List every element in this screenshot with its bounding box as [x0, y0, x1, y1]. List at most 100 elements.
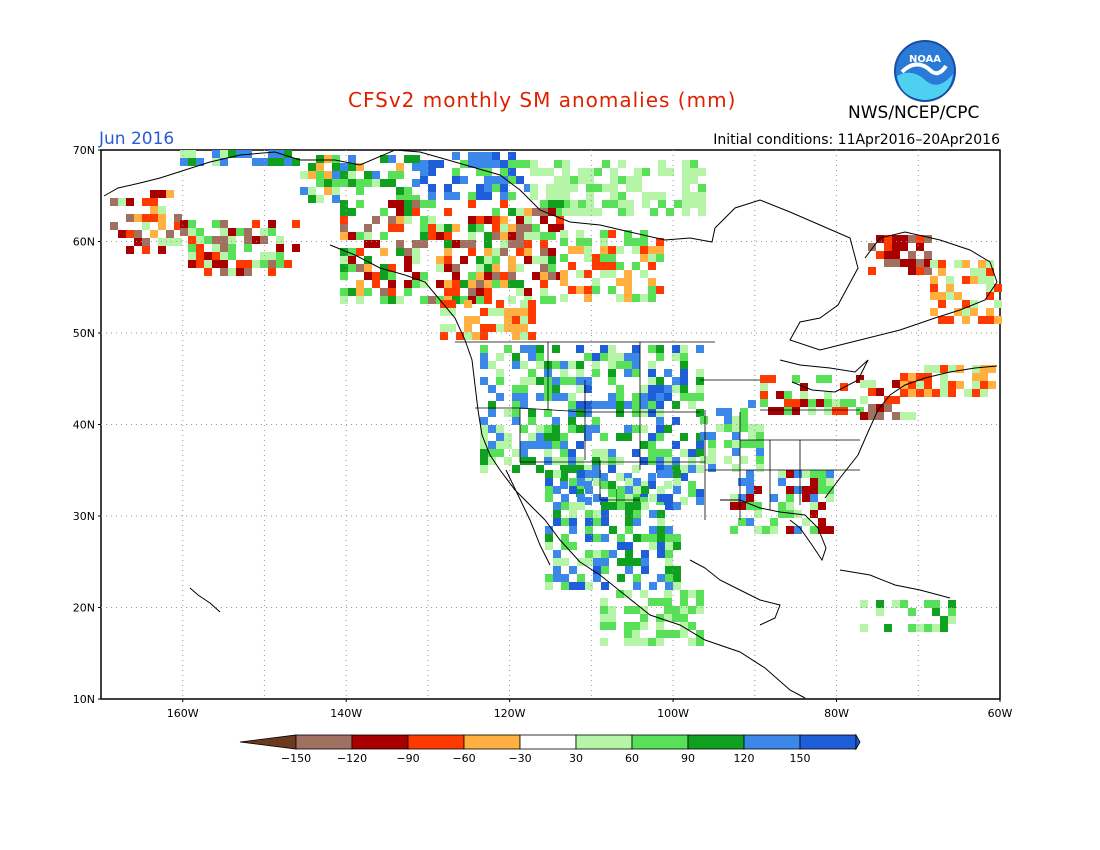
anomaly-cell	[648, 481, 656, 489]
anomaly-cell	[738, 518, 746, 526]
anomaly-cell	[776, 391, 784, 399]
anomaly-cell	[648, 246, 656, 254]
anomaly-cell	[884, 243, 892, 251]
anomaly-cell	[508, 256, 516, 264]
anomaly-cell	[380, 208, 388, 216]
anomaly-cell	[492, 264, 500, 272]
anomaly-cell	[546, 192, 554, 200]
anomaly-cell	[696, 606, 704, 614]
anomaly-cell	[356, 288, 364, 296]
anomaly-cell	[500, 176, 508, 184]
anomaly-cell	[444, 280, 452, 288]
anomaly-cell	[420, 216, 428, 224]
anomaly-cell	[696, 377, 704, 385]
anomaly-cell	[601, 534, 609, 542]
anomaly-cell	[468, 288, 476, 296]
lon-tick-label: 120W	[494, 707, 526, 720]
anomaly-cell	[625, 502, 633, 510]
anomaly-cell	[340, 216, 348, 224]
anomaly-cell	[268, 252, 276, 260]
anomaly-cell	[640, 614, 648, 622]
anomaly-cell	[601, 582, 609, 590]
anomaly-cell	[476, 216, 484, 224]
anomaly-cell	[420, 160, 428, 168]
anomaly-cell	[516, 264, 524, 272]
anomaly-cell	[340, 264, 348, 272]
legend-arrow-right	[855, 733, 861, 751]
anomaly-cell	[634, 176, 642, 184]
anomaly-cell	[608, 449, 616, 457]
anomaly-cell	[608, 345, 616, 353]
anomaly-cell	[340, 232, 348, 240]
anomaly-cell	[656, 638, 664, 646]
anomaly-cell	[664, 425, 672, 433]
anomaly-cell	[284, 158, 292, 166]
anomaly-cell	[585, 510, 593, 518]
anomaly-cell	[584, 401, 592, 409]
anomaly-cell	[484, 192, 492, 200]
anomaly-cell	[601, 502, 609, 510]
anomaly-cell	[476, 288, 484, 296]
anomaly-cell	[738, 478, 746, 486]
anomaly-cell	[166, 190, 174, 198]
anomaly-cell	[617, 558, 625, 566]
anomaly-cell	[118, 198, 126, 206]
anomaly-cell	[520, 457, 528, 465]
anomaly-cell	[545, 494, 553, 502]
anomaly-cell	[732, 424, 740, 432]
anomaly-cell	[212, 158, 220, 166]
anomaly-cell	[484, 160, 492, 168]
anomaly-cell	[698, 200, 706, 208]
anomaly-cell	[832, 407, 840, 415]
anomaly-cell	[632, 361, 640, 369]
anomaly-cell	[220, 158, 228, 166]
anomaly-cell	[593, 534, 601, 542]
anomaly-cell	[641, 534, 649, 542]
anomaly-cell	[480, 465, 488, 473]
anomaly-cell	[228, 150, 236, 158]
anomaly-cell	[300, 187, 308, 195]
anomaly-cell	[986, 276, 994, 284]
anomaly-cell	[536, 441, 544, 449]
anomaly-cell	[260, 158, 268, 166]
anomaly-cell	[520, 332, 528, 340]
lon-tick-label: 140W	[330, 707, 362, 720]
anomaly-cell	[724, 440, 732, 448]
anomaly-cell	[608, 230, 616, 238]
anomaly-cell	[484, 232, 492, 240]
anomaly-cell	[536, 361, 544, 369]
anomaly-cell	[554, 208, 562, 216]
anomaly-cell	[657, 574, 665, 582]
anomaly-cell	[553, 510, 561, 518]
anomaly-cell	[892, 380, 900, 388]
anomaly-cell	[520, 393, 528, 401]
anomaly-cell	[545, 574, 553, 582]
anomaly-cell	[624, 630, 632, 638]
anomaly-cell	[460, 176, 468, 184]
anomaly-cell	[174, 214, 182, 222]
anomaly-cell	[608, 254, 616, 262]
anomaly-cell	[528, 332, 536, 340]
anomaly-cell	[252, 236, 260, 244]
anomaly-cell	[672, 614, 680, 622]
anomaly-cell	[492, 184, 500, 192]
anomaly-cell	[484, 280, 492, 288]
anomaly-cell	[986, 308, 994, 316]
anomaly-cell	[316, 163, 324, 171]
anomaly-cell	[673, 478, 681, 486]
anomaly-cell	[356, 264, 364, 272]
anomaly-cell	[396, 195, 404, 203]
anomaly-cell	[561, 558, 569, 566]
legend-label: 60	[625, 752, 639, 765]
anomaly-cell	[608, 481, 616, 489]
anomaly-cell	[468, 160, 476, 168]
anomaly-cell	[698, 208, 706, 216]
anomaly-cell	[716, 424, 724, 432]
anomaly-cell	[472, 316, 480, 324]
anomaly-cell	[664, 457, 672, 465]
anomaly-cell	[252, 158, 260, 166]
anomaly-cell	[561, 534, 569, 542]
anomaly-cell	[648, 254, 656, 262]
anomaly-cell	[740, 424, 748, 432]
